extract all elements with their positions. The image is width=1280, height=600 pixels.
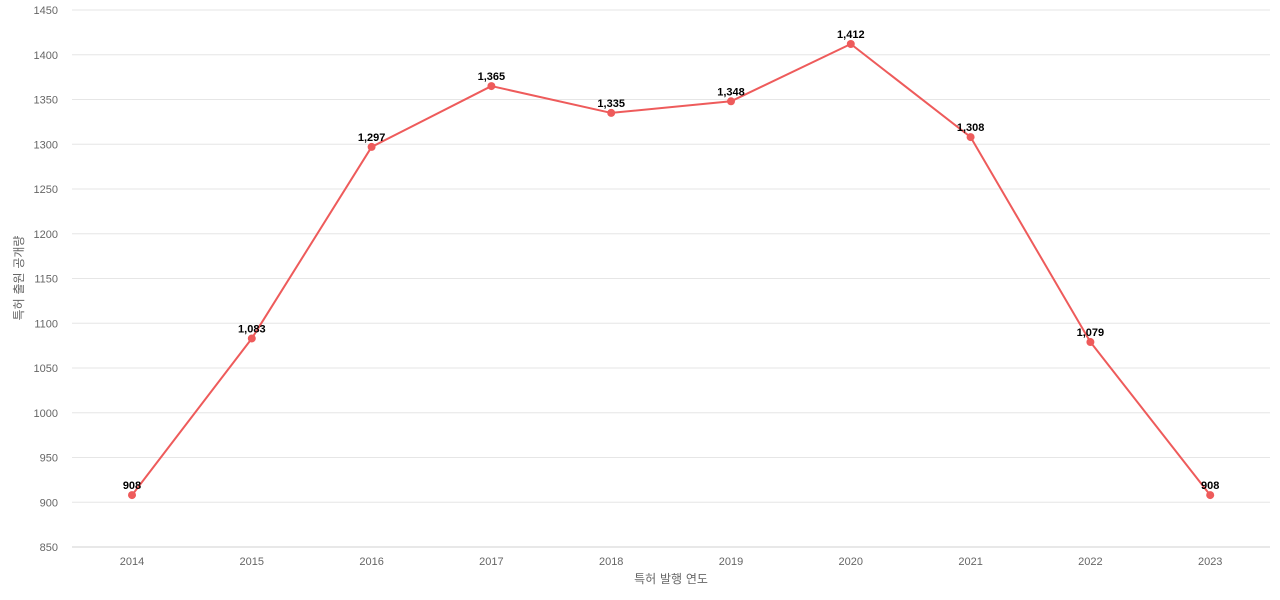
data-point[interactable] — [846, 40, 855, 49]
data-point[interactable] — [128, 491, 136, 500]
data-point[interactable] — [727, 97, 735, 106]
y-tick-label: 1300 — [34, 139, 58, 151]
data-point[interactable] — [247, 334, 256, 343]
y-tick-label: 1150 — [34, 274, 58, 286]
data-label: 908 — [1201, 480, 1219, 492]
data-label: 1,335 — [597, 98, 625, 110]
y-tick-label: 1000 — [34, 408, 58, 420]
y-axis-ticks: 850 900 950 1000 1050 1100 1150 1200 1250 1300 135… — [34, 5, 58, 554]
x-tick-label: 2021 — [958, 556, 982, 568]
x-tick-label: 2020 — [839, 556, 863, 568]
data-point[interactable] — [607, 108, 616, 117]
data-labels: 908 1,083 1,297 1,365 1,335 1,348 1,412 1,308 1,… — [123, 29, 1220, 492]
y-tick-label: 1200 — [34, 229, 58, 241]
y-tick-label: 900 — [40, 497, 58, 509]
gridlines — [72, 9, 1270, 548]
y-tick-label: 1350 — [34, 95, 58, 107]
data-point[interactable] — [367, 142, 376, 151]
x-tick-label: 2023 — [1198, 556, 1222, 568]
x-axis-ticks: 2014 2015 2016 2017 2018 2019 2020 2021 2022 2023 — [120, 556, 1223, 568]
data-point[interactable] — [1086, 338, 1095, 347]
x-axis-title: 특허 발행 연도 — [634, 571, 708, 586]
data-label: 1,079 — [1077, 327, 1105, 339]
data-point[interactable] — [487, 82, 496, 91]
data-point[interactable] — [1206, 491, 1215, 500]
y-axis-title: 특허 출원 공개량 — [12, 236, 26, 321]
data-point[interactable] — [966, 133, 975, 142]
x-tick-label: 2019 — [719, 556, 743, 568]
x-tick-label: 2018 — [599, 556, 623, 568]
x-tick-label: 2015 — [240, 556, 264, 568]
series-line-group — [128, 40, 1215, 500]
y-tick-label: 1250 — [34, 184, 58, 196]
data-label: 908 — [123, 480, 141, 492]
y-tick-label: 1400 — [34, 50, 58, 62]
data-label: 1,348 — [717, 86, 745, 98]
x-tick-label: 2017 — [479, 556, 503, 568]
x-tick-label: 2016 — [359, 556, 383, 568]
y-tick-label: 1450 — [34, 5, 58, 17]
y-tick-label: 1100 — [34, 318, 58, 330]
data-label: 1,297 — [358, 132, 386, 144]
y-tick-label: 850 — [40, 542, 58, 554]
data-label: 1,412 — [837, 29, 865, 41]
x-tick-label: 2022 — [1078, 556, 1102, 568]
data-label: 1,308 — [957, 122, 985, 134]
x-tick-label: 2014 — [120, 556, 144, 568]
y-tick-label: 1050 — [34, 363, 58, 375]
series-line — [131, 43, 1211, 496]
data-label: 1,083 — [238, 323, 266, 335]
y-tick-label: 950 — [40, 453, 58, 465]
data-label: 1,365 — [478, 71, 506, 83]
